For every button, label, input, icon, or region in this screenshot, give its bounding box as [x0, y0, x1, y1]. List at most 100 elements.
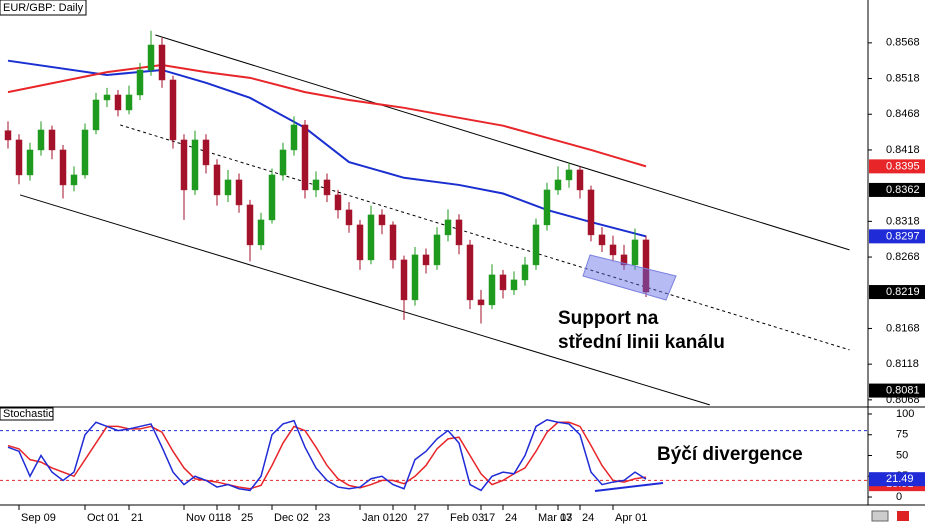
candle-body	[224, 179, 232, 196]
price-tag	[869, 383, 925, 398]
candle-body	[609, 244, 617, 256]
candle-body	[587, 189, 595, 236]
candle-body	[180, 139, 188, 191]
x-tick-label: 17	[483, 512, 495, 524]
stochastic-line	[7, 421, 647, 490]
divergence-line	[594, 482, 664, 492]
x-tick-label: 24	[505, 512, 517, 524]
candle-body	[213, 164, 221, 196]
annotation: Býčí divergence	[657, 444, 803, 465]
y-tick-label: 0.8568	[886, 37, 920, 49]
candle-body	[367, 214, 375, 261]
x-tick-label: 21	[131, 512, 143, 524]
candle-body	[202, 139, 210, 166]
candle-body	[521, 264, 529, 281]
x-tick-label: 25	[241, 512, 253, 524]
channel-line	[19, 194, 710, 406]
candle-body	[488, 274, 496, 306]
channel-line	[155, 34, 850, 251]
candle-body	[433, 234, 441, 266]
candle-body	[15, 139, 23, 176]
price-tag	[869, 285, 925, 300]
candle-body	[532, 224, 540, 266]
candle-body	[477, 299, 485, 306]
x-tick-label: Oct 01	[87, 512, 119, 524]
price-tag-label: 0.8081	[886, 384, 920, 396]
y-tick-label: 0.8268	[886, 251, 920, 263]
y-tick-label: 0.8418	[886, 144, 920, 156]
stochastic-line	[7, 418, 647, 492]
panel-title: Stochastic	[3, 408, 54, 420]
y-tick-label: 0.8168	[886, 322, 920, 334]
x-tick-label: Dec 02	[274, 512, 309, 524]
candle-body	[70, 174, 78, 186]
price-tag-label: 0.8395	[886, 160, 920, 172]
candle-body	[466, 244, 474, 301]
title-box	[0, 407, 54, 421]
candle-body	[81, 129, 89, 176]
y-tick-label: 0.8518	[886, 72, 920, 84]
x-tick-label: Apr 01	[615, 512, 647, 524]
channel-line	[120, 124, 850, 351]
candle-body	[422, 254, 430, 266]
candle-body	[455, 219, 463, 246]
candle-body	[290, 124, 298, 151]
price-tag	[869, 159, 925, 174]
candle-body	[301, 124, 309, 191]
candle-body	[59, 149, 67, 186]
candle-body	[620, 254, 628, 266]
y-tick-label: 0.8468	[886, 108, 920, 120]
candle-body	[312, 179, 320, 191]
x-tick-label: 27	[417, 512, 429, 524]
candle-body	[565, 169, 573, 181]
candle-body	[444, 219, 452, 236]
candle-body	[345, 209, 353, 226]
x-tick-label: 17	[560, 512, 572, 524]
y-tick-label: 75	[896, 429, 908, 441]
candle-body	[158, 44, 166, 81]
support-highlight	[582, 254, 677, 301]
y-tick-label: 50	[896, 449, 908, 461]
candle-body	[114, 94, 122, 111]
x-tick-label: 23	[318, 512, 330, 524]
candle-body	[191, 139, 199, 191]
chart-title: EUR/GBP: Daily	[3, 2, 84, 14]
annotation: Support na	[558, 308, 659, 329]
candle-body	[125, 94, 133, 111]
title-box	[0, 0, 87, 16]
y-tick-label: 0.8318	[886, 215, 920, 227]
candle-body	[598, 234, 606, 246]
scroll-icon[interactable]	[871, 510, 889, 522]
candle-body	[510, 279, 518, 291]
price-tag-label: 0.8297	[886, 230, 920, 242]
candle-body	[246, 204, 254, 246]
candle-body	[356, 224, 364, 261]
candle-body	[323, 179, 331, 196]
candle-body	[268, 174, 276, 221]
candle-body	[334, 194, 342, 211]
candle-body	[37, 129, 45, 151]
candle-body	[92, 99, 100, 131]
x-tick-label: Jan 01	[362, 512, 395, 524]
candle-body	[169, 79, 177, 141]
x-tick-label: Sep 09	[21, 512, 56, 524]
x-tick-label: Nov 01	[186, 512, 221, 524]
price-tag	[869, 182, 925, 197]
candle-body	[48, 129, 56, 151]
candle-body	[411, 254, 419, 301]
x-tick-label: Mar 03	[538, 512, 572, 524]
close-icon[interactable]	[897, 511, 909, 521]
candle-body	[631, 239, 639, 266]
x-tick-label: 20	[395, 512, 407, 524]
value-tag	[869, 472, 925, 487]
y-tick-label: 0	[896, 491, 902, 503]
y-tick-label: 0.8118	[886, 358, 919, 370]
x-tick-label: Feb 03	[450, 512, 484, 524]
y-tick-label: 100	[896, 408, 914, 420]
candle-body	[257, 219, 265, 246]
price-tag-label: 0.8219	[886, 286, 920, 298]
candle-body	[279, 149, 287, 176]
x-tick-label: 18	[219, 512, 231, 524]
